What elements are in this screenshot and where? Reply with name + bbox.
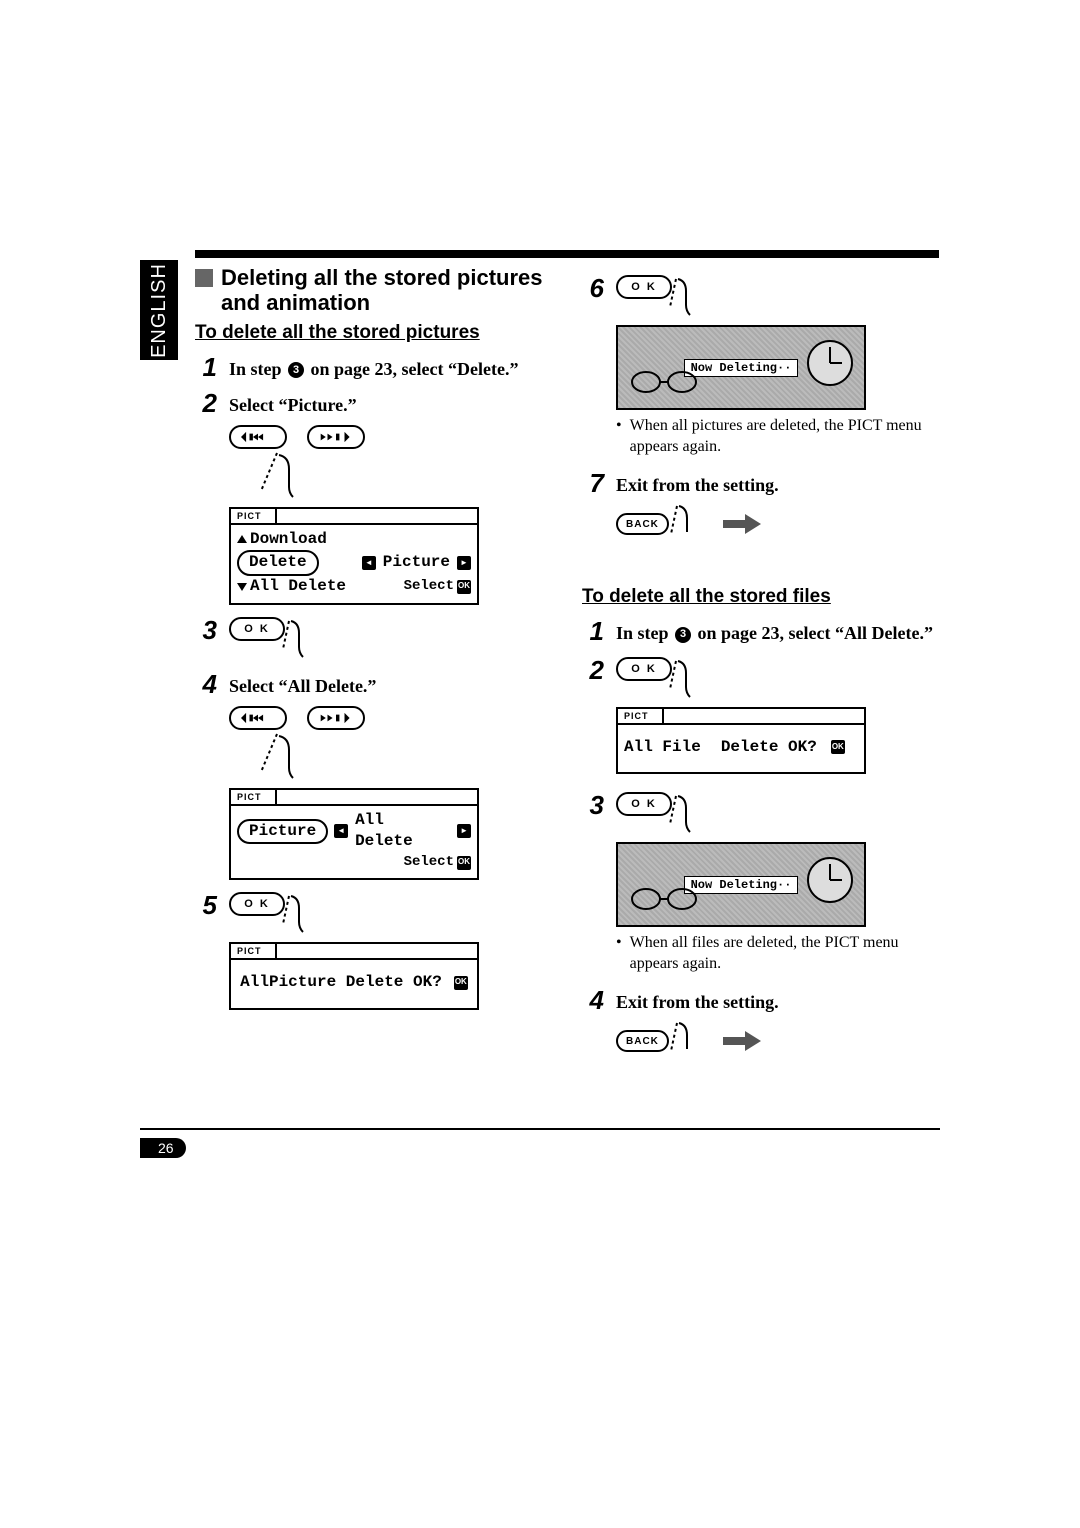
file-step-4: 4 Exit from the setting. bbox=[582, 987, 939, 1014]
back-button[interactable]: BACK bbox=[616, 1030, 669, 1052]
ok-icon: OK bbox=[457, 580, 471, 594]
subheading-pictures: To delete all the stored pictures bbox=[195, 322, 552, 344]
glasses-icon bbox=[626, 879, 706, 919]
step-1: 1 In step 3 on page 23, select “Delete.” bbox=[195, 354, 552, 381]
left-column: Deleting all the stored pictures and ani… bbox=[195, 265, 552, 1063]
nav-left-icon: ◄ bbox=[362, 556, 376, 570]
content-area: Deleting all the stored pictures and ani… bbox=[195, 265, 939, 1063]
nav-right-icon: ► bbox=[457, 556, 471, 570]
lcd-tab-label: PICT bbox=[231, 792, 262, 802]
lcd-screen-picture-menu: PICT Download Delete ◄ Picture ► All Del… bbox=[229, 507, 479, 606]
step-number: 2 bbox=[582, 657, 604, 683]
nav-left-icon: ◄ bbox=[334, 824, 348, 838]
step-number: 7 bbox=[582, 470, 604, 496]
subheading-files: To delete all the stored files bbox=[582, 586, 939, 608]
step-5: 5 O K bbox=[195, 892, 552, 936]
step-4-text: Select “All Delete.” bbox=[229, 671, 552, 698]
up-arrow-icon bbox=[237, 535, 247, 543]
nav-right-icon: ► bbox=[457, 824, 471, 838]
lcd-tab-label: PICT bbox=[618, 711, 649, 721]
step-number: 3 bbox=[582, 792, 604, 818]
back-button[interactable]: BACK bbox=[616, 513, 669, 535]
file-step-1-text: In step 3 on page 23, select “All Delete… bbox=[616, 618, 939, 645]
next-button[interactable] bbox=[307, 425, 365, 449]
press-indicator-icon bbox=[668, 792, 712, 836]
language-tab: ENGLISH bbox=[140, 260, 178, 360]
step-2-text: Select “Picture.” bbox=[229, 390, 552, 417]
top-divider-bar bbox=[195, 250, 939, 258]
step-number: 2 bbox=[195, 390, 217, 416]
step-number: 1 bbox=[195, 354, 217, 380]
ok-icon: OK bbox=[454, 976, 468, 990]
lcd-screen-deleting-pictures: Now Deleting·· bbox=[616, 325, 866, 410]
ok-button[interactable]: O K bbox=[229, 617, 285, 641]
exit-arrow-icon bbox=[723, 1029, 763, 1053]
ok-button[interactable]: O K bbox=[229, 892, 285, 916]
file-step-3-note: •When all files are deleted, the PICT me… bbox=[616, 933, 939, 975]
next-button[interactable] bbox=[307, 706, 365, 730]
clock-icon bbox=[800, 850, 860, 920]
lcd-screen-confirm-files: PICT All File Delete OK? OK bbox=[616, 707, 866, 775]
step-2: 2 Select “Picture.” bbox=[195, 390, 552, 417]
touch-indicator-icon bbox=[249, 728, 309, 788]
ok-button[interactable]: O K bbox=[616, 657, 672, 681]
lcd-screen-confirm-pictures: PICT AllPicture Delete OK? OK bbox=[229, 942, 479, 1010]
press-indicator-icon bbox=[668, 275, 712, 319]
circled-number-icon: 3 bbox=[288, 362, 304, 378]
selected-item: Picture bbox=[237, 819, 328, 845]
ok-icon: OK bbox=[457, 856, 471, 870]
press-indicator-icon bbox=[669, 1019, 713, 1063]
press-indicator-icon bbox=[281, 892, 325, 936]
lcd-tab-label: PICT bbox=[231, 511, 262, 521]
step-3: 3 O K bbox=[195, 617, 552, 661]
bottom-divider bbox=[140, 1128, 940, 1130]
ok-icon: OK bbox=[831, 740, 845, 754]
prev-button[interactable] bbox=[229, 425, 287, 449]
step-7: 7 Exit from the setting. bbox=[582, 470, 939, 497]
exit-arrow-icon bbox=[723, 512, 763, 536]
prev-button[interactable] bbox=[229, 706, 287, 730]
step-number: 4 bbox=[195, 671, 217, 697]
touch-indicator-icon bbox=[249, 447, 309, 507]
lcd-screen-alldelete-menu: PICT Picture ◄ All Delete ► SelectOK bbox=[229, 788, 479, 880]
press-indicator-icon bbox=[669, 502, 713, 546]
glasses-icon bbox=[626, 362, 706, 402]
square-bullet-icon bbox=[195, 269, 213, 287]
lcd-screen-deleting-files: Now Deleting·· bbox=[616, 842, 866, 927]
step-1-text: In step 3 on page 23, select “Delete.” bbox=[229, 354, 552, 381]
page-number-tag: 26 bbox=[140, 1138, 186, 1158]
step-number: 3 bbox=[195, 617, 217, 643]
clock-icon bbox=[800, 333, 860, 403]
step-number: 4 bbox=[582, 987, 604, 1013]
language-tab-label: ENGLISH bbox=[148, 263, 171, 358]
ok-button[interactable]: O K bbox=[616, 792, 672, 816]
file-step-2: 2 O K bbox=[582, 657, 939, 701]
file-step-1: 1 In step 3 on page 23, select “All Dele… bbox=[582, 618, 939, 645]
press-indicator-icon bbox=[668, 657, 712, 701]
step-6: 6 O K bbox=[582, 275, 939, 319]
step-6-note: •When all pictures are deleted, the PICT… bbox=[616, 416, 939, 458]
selected-item: Delete bbox=[237, 550, 319, 576]
circled-number-icon: 3 bbox=[675, 627, 691, 643]
file-step-4-text: Exit from the setting. bbox=[616, 987, 939, 1014]
manual-page: ENGLISH Deleting all the stored pictures… bbox=[0, 0, 1080, 1528]
step-number: 6 bbox=[582, 275, 604, 301]
down-arrow-icon bbox=[237, 583, 247, 591]
step-number: 1 bbox=[582, 618, 604, 644]
step-4: 4 Select “All Delete.” bbox=[195, 671, 552, 698]
step-number: 5 bbox=[195, 892, 217, 918]
right-column: 6 O K Now Deleting·· •When all pictures … bbox=[582, 265, 939, 1063]
step-7-text: Exit from the setting. bbox=[616, 470, 939, 497]
lcd-tab-label: PICT bbox=[231, 946, 262, 956]
file-step-3: 3 O K bbox=[582, 792, 939, 836]
press-indicator-icon bbox=[281, 617, 325, 661]
ok-button[interactable]: O K bbox=[616, 275, 672, 299]
section-heading: Deleting all the stored pictures and ani… bbox=[221, 265, 552, 316]
